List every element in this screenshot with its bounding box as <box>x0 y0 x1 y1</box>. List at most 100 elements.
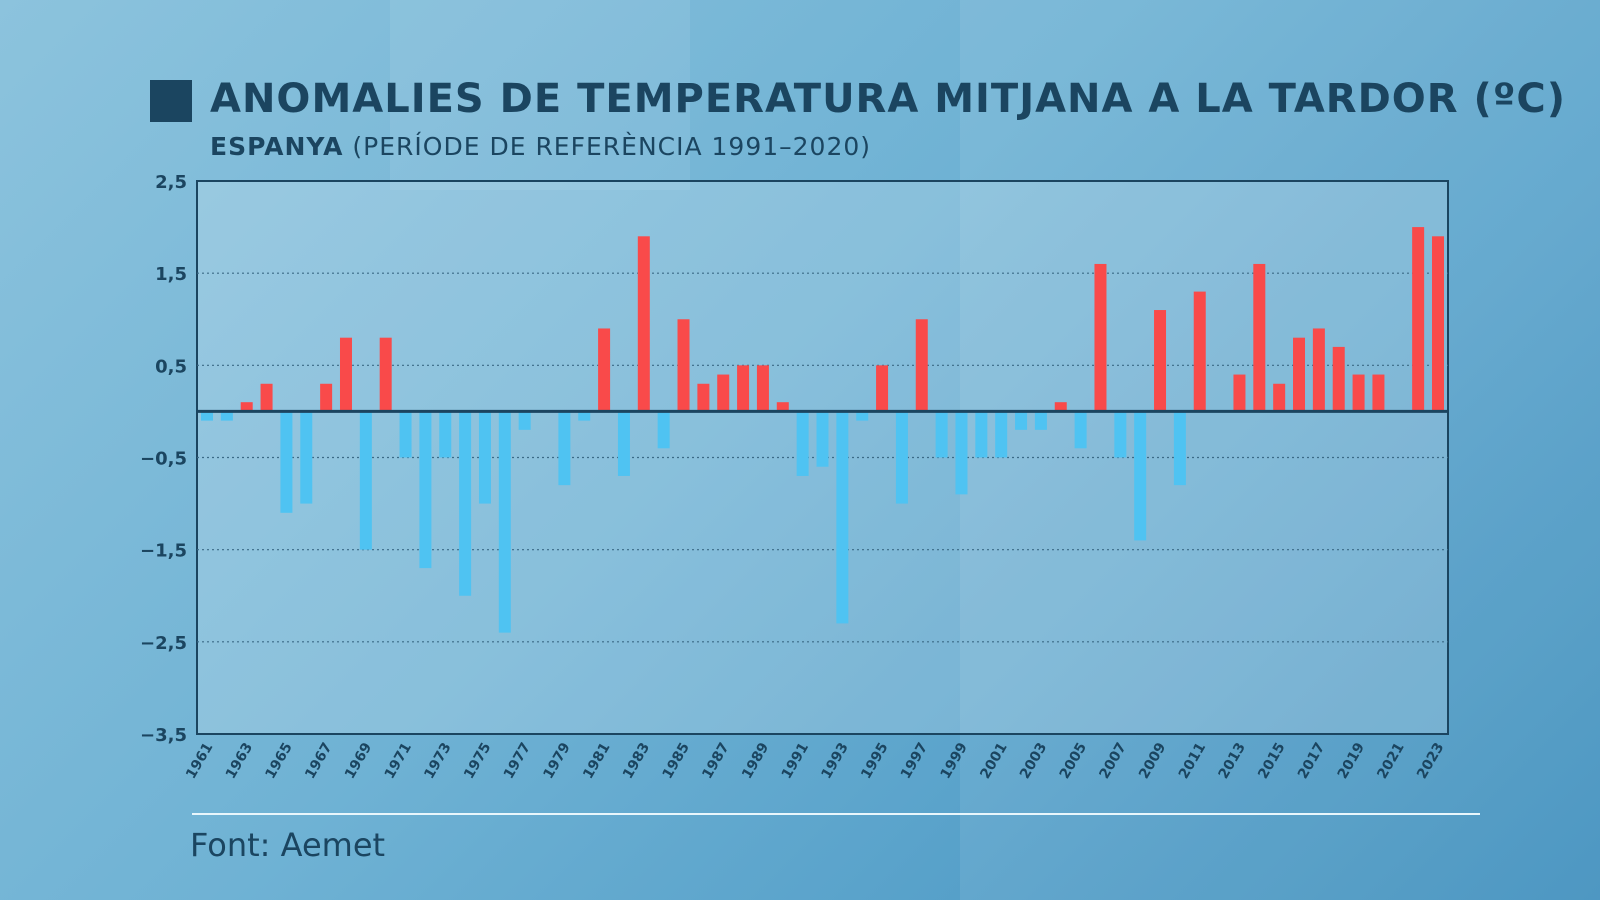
x-tick-label: 1999 <box>938 740 971 782</box>
bar-1982 <box>617 411 630 476</box>
subtitle-reference: (PERÍODE DE REFERÈNCIA 1991–2020) <box>352 132 872 161</box>
bar-1991 <box>796 411 809 476</box>
bar-1971 <box>399 411 412 458</box>
x-tick-label: 1979 <box>541 740 574 782</box>
bar-1997 <box>915 319 928 412</box>
x-tick-label: 2005 <box>1057 740 1090 782</box>
x-tick-label: 1969 <box>342 740 375 782</box>
x-tick-label: 1981 <box>580 740 613 782</box>
bar-1974 <box>459 411 472 596</box>
bar-1964 <box>260 383 273 412</box>
bar-1963 <box>240 402 253 412</box>
x-tick-label: 1961 <box>183 740 216 782</box>
bar-1962 <box>220 411 233 421</box>
bar-2002 <box>1015 411 1028 430</box>
bar-2011 <box>1193 291 1206 412</box>
x-tick-label: 1989 <box>739 740 772 782</box>
bar-2019 <box>1352 374 1365 412</box>
bar-1999 <box>955 411 968 495</box>
bar-1961 <box>201 411 213 421</box>
y-tick-label: −2,5 <box>140 633 187 654</box>
x-tick-label: 2017 <box>1295 740 1328 782</box>
bar-2006 <box>1094 263 1107 412</box>
y-tick-label: 0,5 <box>155 356 187 377</box>
bar-1966 <box>300 411 313 504</box>
bar-1989 <box>756 365 769 412</box>
bar-2013 <box>1233 374 1246 412</box>
bar-1968 <box>339 337 352 412</box>
bar-2003 <box>1034 411 1047 430</box>
x-tick-label: 2013 <box>1216 740 1249 782</box>
x-tick-label: 2021 <box>1374 740 1407 782</box>
bar-2010 <box>1173 411 1186 486</box>
bar-1995 <box>876 365 889 412</box>
bar-1990 <box>776 402 789 412</box>
bar-1973 <box>439 411 452 458</box>
x-tick-label: 1983 <box>620 740 653 782</box>
x-tick-label: 1985 <box>660 740 693 782</box>
bar-1981 <box>598 328 611 412</box>
x-tick-label: 2015 <box>1255 740 1288 782</box>
bar-1996 <box>895 411 908 504</box>
chart-title: ANOMALIES DE TEMPERATURA MITJANA A LA TA… <box>210 76 1567 122</box>
bar-1967 <box>320 383 333 412</box>
bar-1986 <box>697 383 710 412</box>
x-tick-label: 1973 <box>421 740 454 782</box>
bar-1998 <box>935 411 948 458</box>
bar-1983 <box>637 236 650 412</box>
y-tick-label: −3,5 <box>140 725 187 746</box>
x-tick-label: 1993 <box>818 740 851 782</box>
x-tick-label: 1997 <box>898 740 931 782</box>
bar-2008 <box>1134 411 1147 541</box>
bar-1994 <box>856 411 869 421</box>
background-panel <box>390 0 690 190</box>
x-tick-label: 1977 <box>501 740 534 782</box>
bar-2022 <box>1412 227 1425 412</box>
x-tick-label: 2011 <box>1176 740 1209 782</box>
bar-2005 <box>1074 411 1087 449</box>
bar-2015 <box>1273 383 1286 412</box>
bar-2016 <box>1293 337 1306 412</box>
bar-1979 <box>558 411 571 486</box>
x-tick-label: 1987 <box>699 740 732 782</box>
title-marker <box>150 80 192 122</box>
bar-1985 <box>677 319 690 412</box>
bar-2009 <box>1154 310 1167 412</box>
bar-2017 <box>1312 328 1325 412</box>
x-tick-label: 2001 <box>977 740 1010 782</box>
y-tick-label: 2,5 <box>155 172 187 193</box>
footer-divider <box>192 813 1480 815</box>
bar-1977 <box>518 411 531 430</box>
x-tick-label: 1995 <box>858 740 891 782</box>
bar-1975 <box>478 411 491 504</box>
bar-2000 <box>975 411 988 458</box>
bar-1980 <box>578 411 591 421</box>
y-tick-label: 1,5 <box>155 264 187 285</box>
bar-2014 <box>1253 263 1266 412</box>
bar-2020 <box>1372 374 1385 412</box>
x-tick-label: 2009 <box>1136 740 1169 782</box>
bar-1969 <box>359 411 372 550</box>
x-tick-label: 2003 <box>1017 740 1050 782</box>
x-tick-label: 2023 <box>1414 740 1447 782</box>
bar-2018 <box>1332 346 1345 412</box>
subtitle-region: ESPANYA <box>210 132 344 161</box>
bar-1970 <box>379 337 392 412</box>
y-tick-label: −1,5 <box>140 541 187 562</box>
bar-2004 <box>1054 402 1067 412</box>
bar-1988 <box>737 365 750 412</box>
x-tick-label: 1967 <box>302 740 335 782</box>
bar-1984 <box>657 411 670 449</box>
chart-subtitle: ESPANYA (PERÍODE DE REFERÈNCIA 1991–2020… <box>210 132 871 161</box>
bar-2001 <box>995 411 1008 458</box>
bar-1993 <box>836 411 849 624</box>
x-tick-label: 1975 <box>461 740 494 782</box>
bar-1965 <box>280 411 293 513</box>
bar-1972 <box>419 411 432 569</box>
bar-2007 <box>1114 411 1127 458</box>
x-tick-label: 1971 <box>382 740 415 782</box>
x-tick-label: 2007 <box>1096 740 1129 782</box>
bar-1976 <box>498 411 511 633</box>
bar-2023 <box>1432 236 1444 412</box>
